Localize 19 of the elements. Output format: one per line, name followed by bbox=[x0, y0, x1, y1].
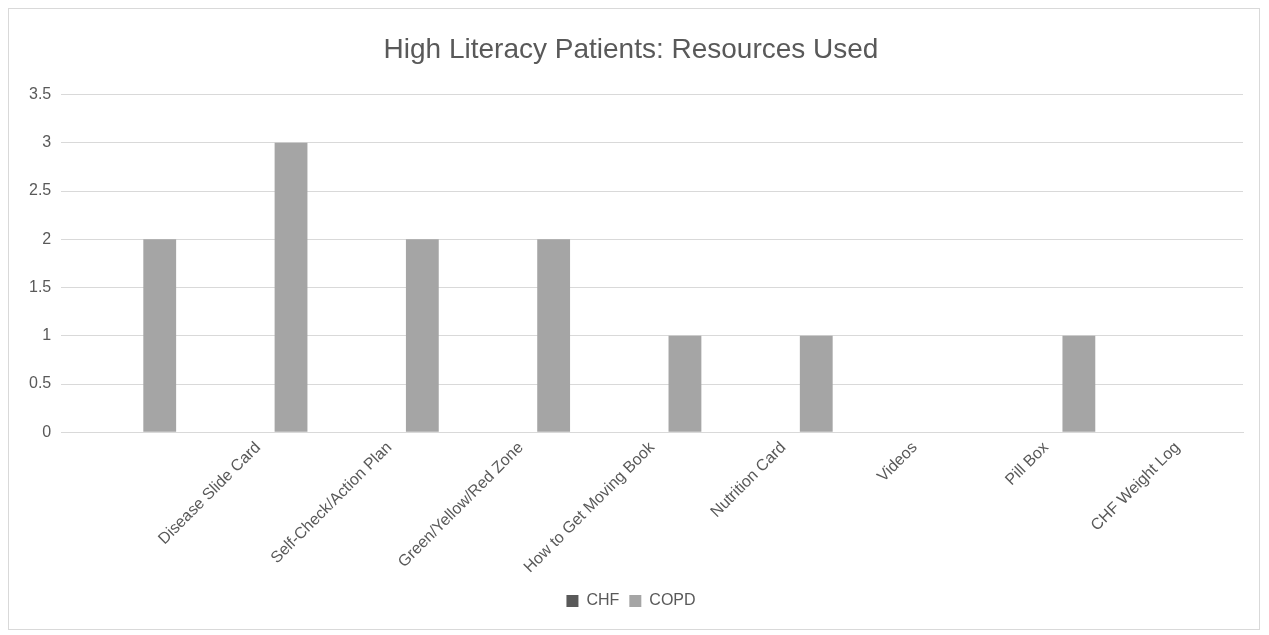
y-tick-label: 0 bbox=[42, 422, 52, 440]
y-tick-label: 3.5 bbox=[28, 85, 52, 103]
legend-label: COPD bbox=[649, 591, 696, 609]
y-tick-label: 1 bbox=[42, 326, 52, 344]
y-tick-label: 1.5 bbox=[28, 277, 52, 295]
bar bbox=[143, 239, 177, 432]
chart-title: High Literacy Patients: Resources Used bbox=[383, 32, 879, 64]
legend-label: CHF bbox=[586, 591, 620, 609]
bar bbox=[668, 335, 702, 432]
bar bbox=[274, 142, 308, 432]
y-tick-label: 2.5 bbox=[28, 181, 52, 199]
bar bbox=[405, 239, 439, 432]
y-tick-label: 3 bbox=[42, 133, 52, 151]
bar bbox=[1062, 335, 1096, 432]
x-tick-label: Pill Box bbox=[1001, 438, 1052, 489]
bar bbox=[799, 335, 833, 432]
y-tick-label: 2 bbox=[42, 229, 52, 247]
y-tick-label: 0.5 bbox=[28, 374, 52, 392]
bar bbox=[537, 239, 571, 432]
